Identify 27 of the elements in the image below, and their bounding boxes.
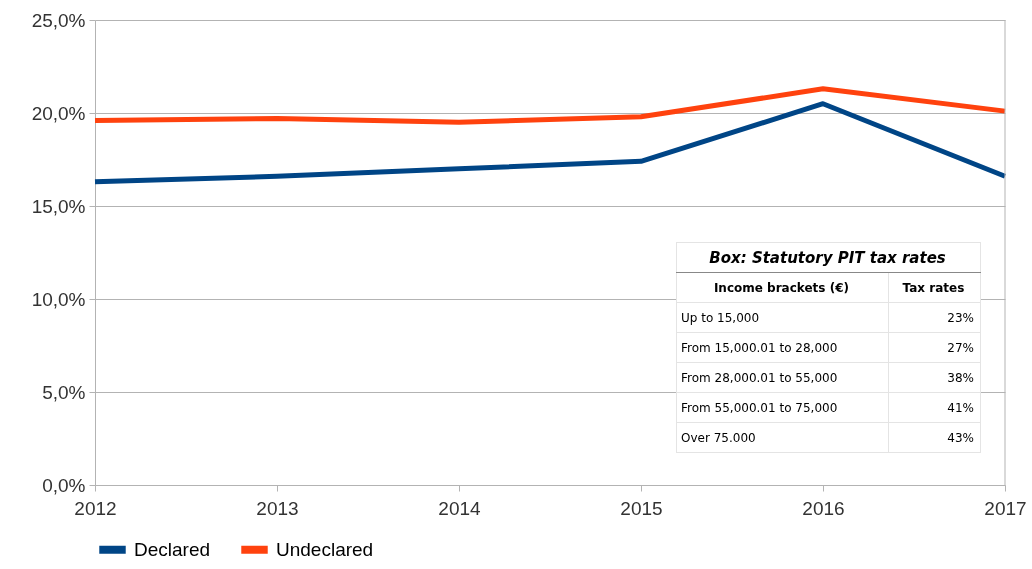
y-tick-label: 25,0% (31, 9, 86, 31)
y-tick-label: 0,0% (42, 474, 86, 496)
x-tick-label: 2012 (74, 497, 117, 519)
legend-label: Undeclared (276, 538, 374, 560)
annotation: Up to 15,000 (676, 302, 889, 333)
x-tick-label: 2013 (256, 497, 299, 519)
legend-label: Declared (134, 538, 211, 560)
y-tick-label: 5,0% (42, 381, 86, 403)
x-tick-label: 2015 (620, 497, 663, 519)
annotation: From 28,000.01 to 55,000 (676, 362, 889, 393)
y-tick-label: 15,0% (31, 195, 86, 217)
y-tick-label: 20,0% (31, 102, 86, 124)
annotation: Income brackets (€) (676, 272, 889, 303)
x-tick-label: 2017 (984, 497, 1027, 519)
x-tick-label: 2016 (802, 497, 845, 519)
annotation: From 55,000.01 to 75,000 (676, 392, 889, 423)
x-tick-label: 2014 (438, 497, 482, 519)
annotation: Tax rates (888, 272, 981, 303)
annotation: Box: Statutory PIT tax rates (676, 242, 981, 273)
annotation: 27% (888, 332, 981, 363)
annotation: 23% (888, 302, 981, 333)
annotation: 43% (888, 422, 981, 453)
annotation: 38% (888, 362, 981, 393)
annotation: 41% (888, 392, 981, 423)
y-tick-label: 10,0% (31, 288, 86, 310)
annotation: From 15,000.01 to 28,000 (676, 332, 889, 363)
annotation: Over 75.000 (676, 422, 889, 453)
